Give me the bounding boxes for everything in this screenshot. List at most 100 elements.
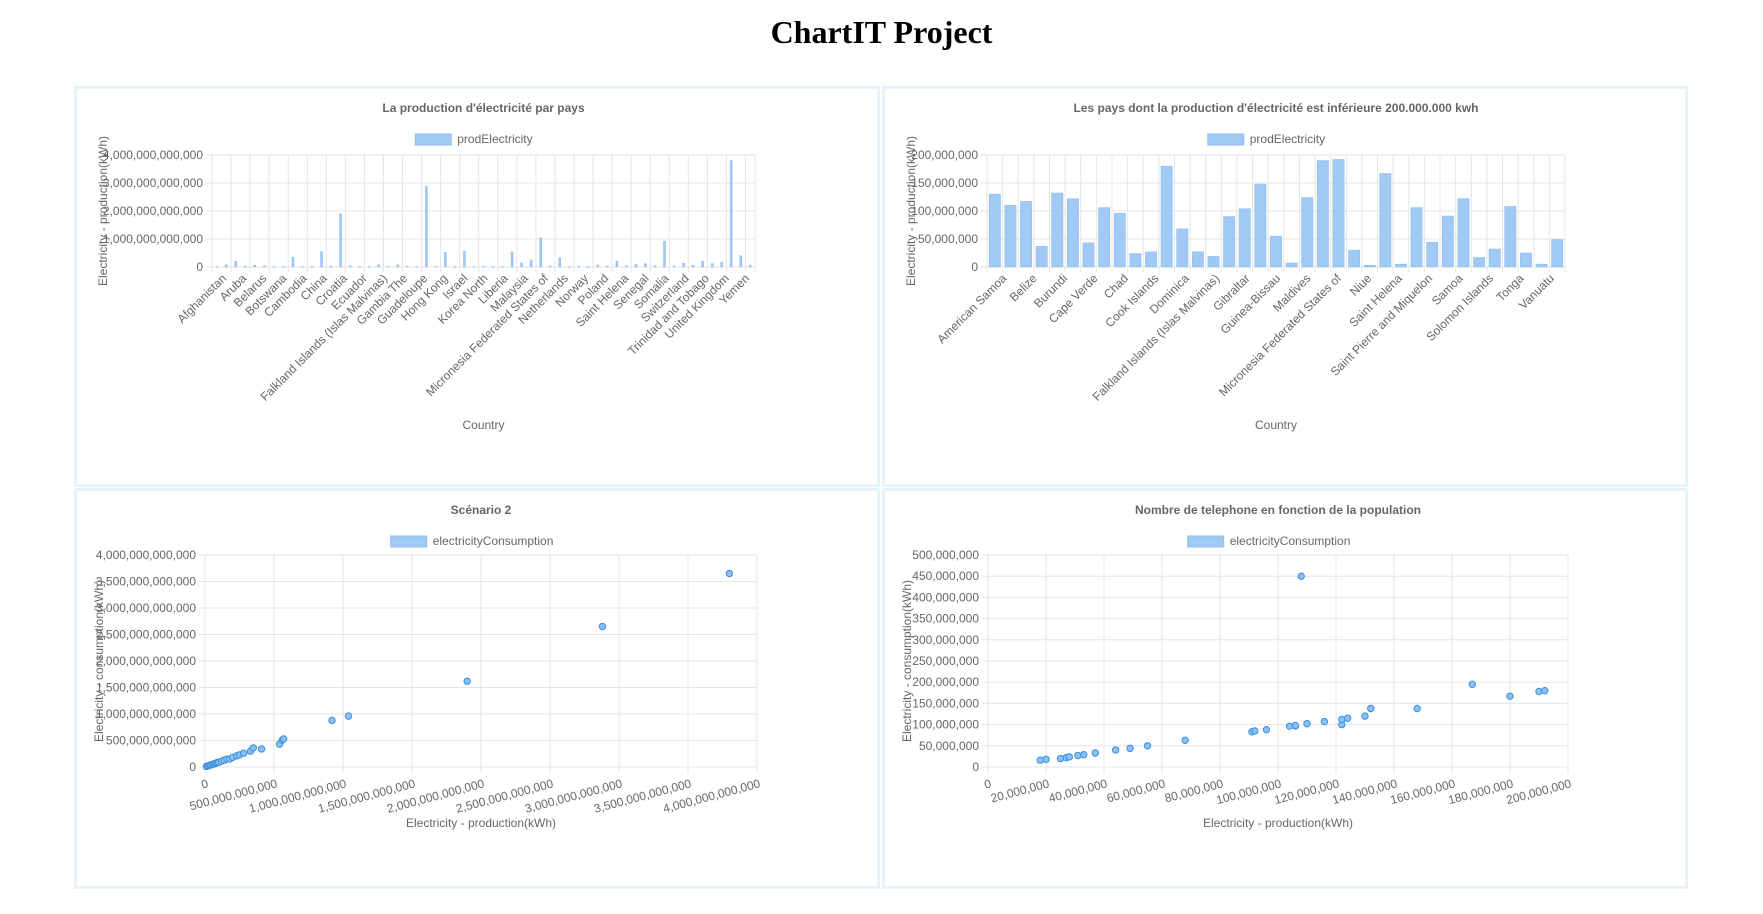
chart-title: Les pays dont la production d'électricit… — [1074, 101, 1479, 115]
bar — [329, 265, 333, 268]
scatter-point — [1126, 744, 1134, 753]
bar — [463, 251, 466, 268]
chart-production-by-country: La production d'électricité par pays prod… — [96, 101, 756, 432]
y-tick-label: 2,000,000,000,000 — [96, 654, 196, 668]
bar — [1238, 208, 1251, 268]
x-tick-label: American Samoa — [934, 271, 1009, 346]
y-tick-label: 0 — [971, 260, 978, 274]
x-tick-label: 200,000,000 — [1505, 776, 1573, 807]
bar — [596, 264, 600, 268]
bar — [291, 256, 295, 268]
chart-panel-scenario-2: Scénario 2 electricityConsumption 0 500,000… — [74, 488, 880, 889]
y-axis-title: Electricity - production(kWh) — [96, 136, 110, 286]
bar — [234, 261, 238, 268]
scatter-point — [463, 677, 471, 685]
bar — [1051, 192, 1064, 268]
y-axis-title: Electricity - production(kWh) — [904, 136, 918, 286]
x-tick-label: 160,000,000 — [1389, 776, 1457, 807]
scatter-point — [1251, 727, 1259, 735]
bar — [406, 265, 409, 268]
scatter-point — [257, 745, 266, 753]
bar — [501, 266, 504, 268]
scatter-point — [1367, 704, 1375, 713]
chart-phones-vs-population: Nombre de telephone en fonction de la po… — [900, 503, 1573, 830]
bar — [729, 160, 733, 268]
bar — [358, 266, 361, 268]
bar — [606, 265, 609, 268]
bar — [425, 186, 428, 268]
scatter-point — [1042, 755, 1050, 764]
bar — [482, 266, 485, 268]
bar — [587, 266, 590, 268]
bar — [625, 265, 628, 268]
y-tick-label: 1,500,000,000,000 — [96, 681, 196, 695]
bar — [272, 266, 276, 268]
y-tick-label: 100,000,000 — [911, 204, 978, 218]
bar — [567, 266, 571, 268]
bar — [558, 257, 561, 268]
y-tick-label: 3,000,000,000,000 — [96, 601, 196, 615]
bar — [1035, 245, 1048, 268]
bar — [1176, 228, 1189, 268]
bar — [1379, 173, 1392, 268]
bar — [1082, 242, 1095, 268]
chart-title: Nombre de telephone en fonction de la po… — [1135, 503, 1421, 517]
y-tick-label: 4,000,000,000,000 — [103, 148, 203, 162]
y-tick-label: 250,000,000 — [912, 654, 979, 668]
scatter-point — [1506, 692, 1514, 700]
x-tick-label: 180,000,000 — [1447, 776, 1515, 807]
x-axis-title: Electricity - production(kWh) — [1203, 816, 1353, 830]
bar — [710, 263, 714, 268]
y-tick-label: 500,000,000,000 — [106, 734, 196, 748]
bar — [320, 251, 323, 268]
legend-label: prodElectricity — [457, 132, 532, 146]
bar — [615, 261, 619, 268]
bar — [1441, 215, 1454, 268]
bar — [1020, 201, 1032, 268]
x-tick-label: 20,000,000 — [989, 776, 1051, 805]
bar — [663, 240, 666, 268]
bar — [367, 266, 371, 268]
bar — [548, 265, 552, 268]
y-tick-label: 1,000,000,000,000 — [96, 707, 196, 721]
bar — [672, 265, 676, 268]
legend-label: prodElectricity — [1250, 132, 1325, 146]
y-tick-label: 50,000,000 — [918, 232, 978, 246]
y-tick-label: 4,000,000,000,000 — [96, 548, 196, 562]
chart-low-production-countries: Les pays dont la production d'électricit… — [904, 101, 1566, 432]
y-tick-label: 3,500,000,000,000 — [96, 575, 196, 589]
scatter-point — [1303, 720, 1311, 728]
bar — [520, 262, 523, 268]
bar — [339, 213, 342, 268]
scatter-point — [1111, 746, 1120, 754]
y-tick-label: 200,000,000 — [911, 148, 978, 162]
bar — [282, 266, 285, 268]
bar — [415, 266, 419, 268]
bar — [348, 265, 352, 268]
x-axis-title: Country — [1255, 418, 1297, 432]
bar — [1098, 207, 1111, 268]
bar — [1348, 249, 1361, 268]
chart-title: La production d'électricité par pays — [382, 101, 585, 115]
scatter-point — [328, 716, 336, 725]
bar — [1285, 262, 1298, 268]
bar — [720, 262, 723, 268]
scatter-point — [1297, 572, 1305, 580]
scatter-point — [344, 712, 353, 720]
bar — [1145, 251, 1157, 268]
bar — [253, 265, 257, 268]
bar — [1270, 235, 1282, 268]
x-axis-title: Electricity - production(kWh) — [406, 816, 556, 830]
scatter-point — [1181, 736, 1189, 744]
bar — [653, 265, 657, 268]
bar — [225, 264, 228, 268]
bar — [739, 255, 742, 268]
bar — [1473, 257, 1486, 268]
legend-swatch — [1207, 133, 1245, 146]
bar — [1504, 206, 1517, 268]
scatter-point — [1091, 749, 1100, 757]
scatter-point — [1143, 742, 1152, 750]
y-tick-label: 400,000,000 — [912, 590, 979, 604]
bar — [748, 265, 752, 268]
bar — [396, 264, 400, 268]
